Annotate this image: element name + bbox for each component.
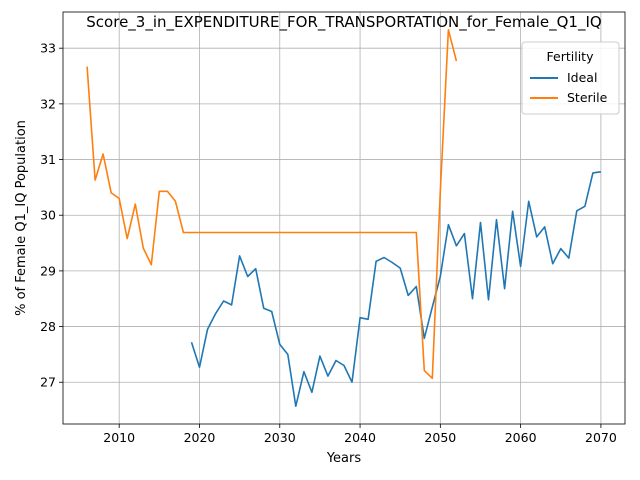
series-line-sterile xyxy=(86,28,458,380)
x-tick-label: 2040 xyxy=(344,430,376,445)
y-tick-label: 33 xyxy=(40,41,56,56)
legend: Fertility Ideal Sterile xyxy=(521,41,620,115)
x-axis: 2010 2020 2030 2040 2050 2060 2070 xyxy=(103,424,617,445)
x-tick-label: 2010 xyxy=(103,430,135,445)
x-tick-label: 2060 xyxy=(505,430,537,445)
y-tick-label: 30 xyxy=(40,208,56,223)
y-axis: 27 28 29 30 31 32 33 xyxy=(40,41,63,390)
series-line-ideal xyxy=(190,171,602,408)
y-tick-label: 28 xyxy=(40,319,56,334)
x-axis-label: Years xyxy=(326,451,362,466)
y-tick-label: 29 xyxy=(40,263,56,278)
y-tick-label: 31 xyxy=(40,152,56,167)
y-tick-label: 32 xyxy=(40,96,56,111)
x-tick-label: 2030 xyxy=(264,430,296,445)
x-tick-label: 2020 xyxy=(184,430,216,445)
legend-label-ideal: Ideal xyxy=(567,70,597,85)
plot-area-frame xyxy=(62,11,626,425)
legend-frame xyxy=(521,41,620,115)
y-axis-label: % of Female Q1_IQ Population xyxy=(14,120,29,316)
x-tick-label: 2070 xyxy=(585,430,617,445)
series-layer xyxy=(86,28,602,408)
chart-title: Score_3_in_EXPENDITURE_FOR_TRANSPORTATIO… xyxy=(86,13,601,32)
legend-title: Fertility xyxy=(547,49,595,64)
y-tick-label: 27 xyxy=(40,375,56,390)
x-tick-label: 2050 xyxy=(424,430,456,445)
legend-label-sterile: Sterile xyxy=(567,90,608,105)
